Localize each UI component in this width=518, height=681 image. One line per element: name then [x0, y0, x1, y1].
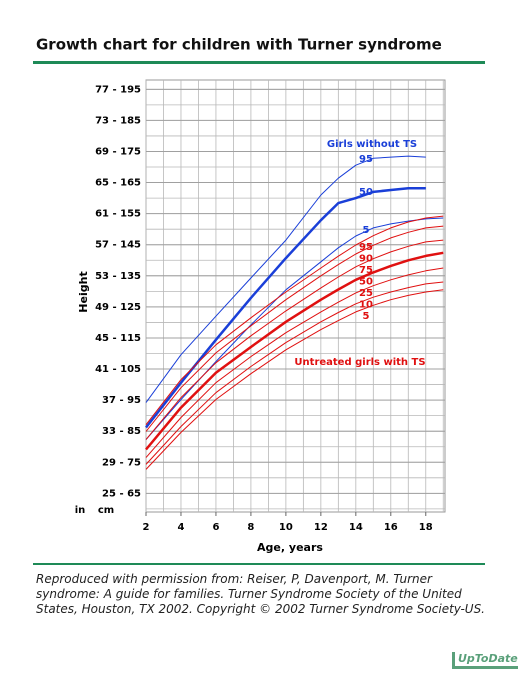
y-tick-label: 45 - 115 [95, 333, 141, 344]
y-tick-label: 61 - 155 [95, 209, 141, 220]
footer-rule [33, 563, 485, 565]
x-tick-label: 12 [314, 522, 328, 533]
series-label: 50 [359, 187, 373, 198]
series-line [145, 289, 444, 470]
y-unit-label: in [75, 505, 86, 516]
title-rule [33, 61, 485, 64]
series-line [145, 155, 426, 403]
y-unit-label: cm [98, 505, 114, 516]
series-line [145, 251, 444, 451]
annotation: Untreated girls with TS [294, 357, 425, 368]
series-line [145, 217, 444, 440]
series-line [145, 281, 444, 465]
x-tick-label: 16 [384, 522, 398, 533]
y-tick-label: 29 - 75 [102, 457, 141, 468]
series-label: 90 [359, 254, 373, 265]
chart-title: Growth chart for children with Turner sy… [36, 36, 442, 54]
series-line [145, 186, 426, 429]
y-tick-label: 37 - 95 [102, 395, 141, 406]
logo: UpToDate [452, 652, 518, 669]
plot-area [145, 79, 446, 513]
y-tick-label: 77 - 195 [95, 84, 141, 95]
series-label: 5 [363, 225, 370, 236]
y-tick-label: 49 - 125 [95, 302, 141, 313]
series-line [145, 239, 444, 440]
series-label: 95 [359, 154, 373, 165]
annotation: Girls without TS [327, 139, 417, 150]
x-tick-label: 6 [212, 522, 219, 533]
footer-text: Reproduced with permission from: Reiser,… [36, 572, 485, 616]
y-axis-title: Height [77, 271, 90, 312]
series-label: 50 [359, 277, 373, 288]
series-line [145, 225, 444, 432]
y-tick-label: 69 - 175 [95, 146, 141, 157]
x-tick-label: 4 [177, 522, 184, 533]
y-tick-label: 33 - 85 [102, 426, 141, 437]
series-label: 95 [359, 242, 373, 253]
y-tick-label: 57 - 145 [95, 240, 141, 251]
series-line [145, 267, 444, 458]
series-label: 25 [359, 288, 373, 299]
series-label: 10 [359, 300, 373, 311]
series-label: 75 [359, 265, 373, 276]
x-tick-label: 10 [279, 522, 293, 533]
x-tick-label: 14 [349, 522, 363, 533]
y-tick-label: 41 - 105 [95, 364, 141, 375]
x-tick-label: 18 [419, 522, 433, 533]
y-tick-label: 65 - 165 [95, 178, 141, 189]
series-label: 5 [363, 311, 370, 322]
x-axis-title: Age, years [257, 541, 323, 554]
y-tick-label: 73 - 185 [95, 115, 141, 126]
y-tick-label: 25 - 65 [102, 488, 141, 499]
series-line [145, 215, 444, 426]
y-tick-label: 53 - 135 [95, 271, 141, 282]
x-tick-label: 8 [247, 522, 254, 533]
x-tick-label: 2 [143, 522, 150, 533]
